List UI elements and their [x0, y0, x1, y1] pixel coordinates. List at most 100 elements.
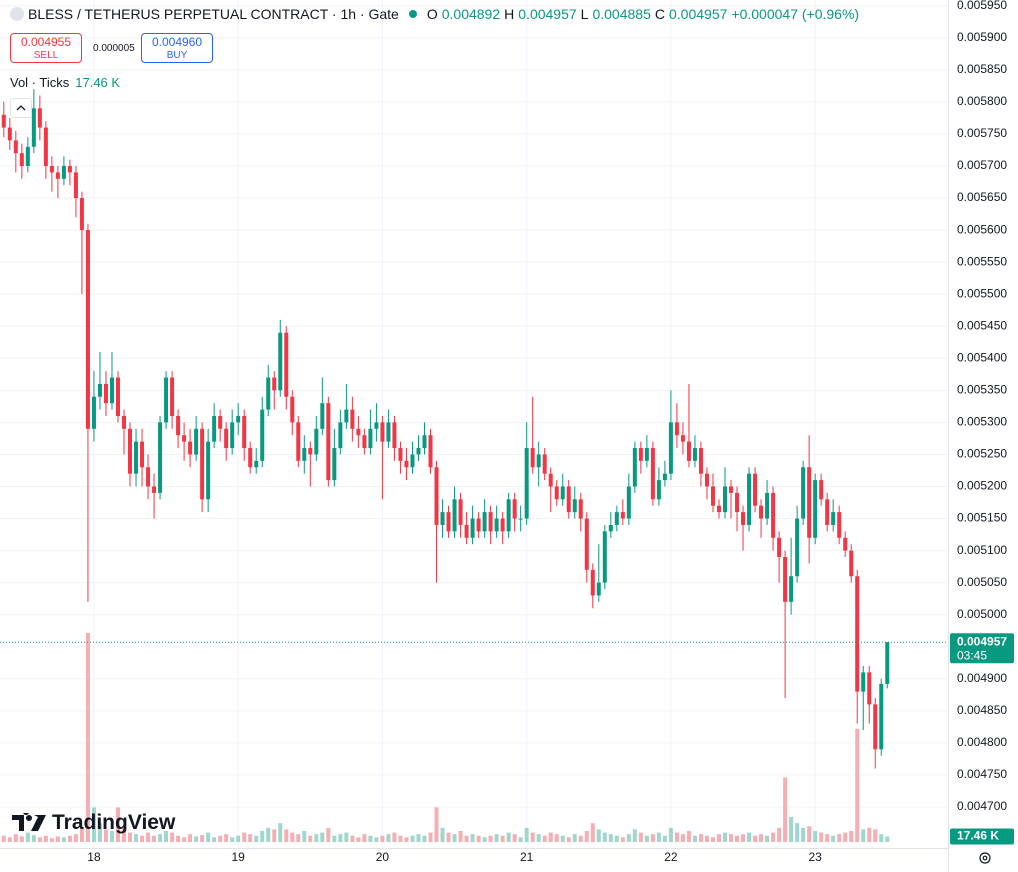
volume-bar: [572, 834, 577, 842]
y-tick-label: 0.005650: [957, 190, 1007, 204]
volume-bar: [614, 835, 619, 842]
volume-bar: [170, 832, 175, 842]
volume-bar: [566, 837, 571, 842]
volume-bar: [152, 835, 157, 842]
volume-bar: [626, 834, 631, 842]
candle-body: [146, 467, 151, 487]
volume-bar: [374, 837, 379, 842]
volume-bar: [85, 633, 90, 842]
candle-body: [218, 415, 223, 429]
sell-button[interactable]: 0.004955 SELL: [10, 33, 82, 63]
volume-bar: [500, 835, 505, 842]
candle-body: [416, 448, 421, 455]
volume-bar: [97, 823, 102, 842]
candle-body: [344, 409, 349, 423]
symbol-icon: [10, 7, 24, 21]
volume-bar: [55, 836, 60, 842]
high-value: 0.004957: [518, 6, 577, 22]
volume-bar: [37, 837, 42, 842]
candle-body: [61, 166, 66, 179]
volume-bar: [476, 835, 481, 842]
candle-body: [614, 512, 619, 525]
brand-text: TradingView: [52, 811, 176, 834]
candle-body: [67, 166, 72, 173]
candle-body: [356, 428, 361, 436]
volume-bar: [716, 834, 721, 842]
candle-body: [284, 332, 289, 397]
candle-body: [134, 441, 139, 474]
volume-bar: [464, 835, 469, 842]
symbol-title[interactable]: BLESS / TETHERUS PERPETUAL CONTRACT · 1h…: [28, 6, 399, 22]
volume-bar: [410, 835, 415, 842]
volume-bar: [188, 834, 193, 842]
price-axis-bg: [948, 0, 1018, 872]
volume-bar: [19, 836, 24, 842]
candle-body: [795, 518, 800, 577]
volume-bar: [302, 831, 307, 842]
volume-bar: [807, 826, 812, 842]
candle-body: [506, 499, 511, 532]
volume-bar: [109, 831, 114, 842]
candle-body: [368, 428, 373, 449]
candle-body: [404, 460, 409, 468]
volume-bar: [254, 835, 259, 842]
candle-body: [170, 377, 175, 416]
volume-bar: [25, 832, 30, 842]
low-value: 0.004885: [592, 6, 651, 22]
candle-body: [831, 512, 836, 525]
candle-body: [753, 473, 758, 506]
volume-bar: [446, 832, 451, 842]
volume-bar: [735, 835, 740, 842]
candle-body: [710, 486, 715, 506]
candle-body: [729, 486, 734, 493]
y-tick-label: 0.005900: [957, 30, 1007, 44]
volume-bar: [7, 837, 12, 842]
volume-bar: [67, 835, 72, 842]
candle-body: [765, 492, 770, 519]
x-tick-label: 22: [664, 850, 678, 864]
candle-body: [278, 332, 283, 391]
volume-bar: [644, 835, 649, 842]
y-tick-label: 0.005000: [957, 607, 1007, 621]
candle-body: [338, 422, 343, 449]
settings-button[interactable]: [979, 852, 991, 864]
volume-bar: [350, 835, 355, 842]
volume-bar: [230, 837, 235, 842]
candle-body: [789, 576, 794, 602]
volume-bar: [308, 835, 313, 842]
volume-bar: [362, 834, 367, 842]
candle-body: [783, 557, 788, 602]
sell-label: SELL: [33, 50, 59, 61]
volume-bar: [43, 835, 48, 842]
volume-bar: [873, 829, 878, 842]
candle-body: [656, 480, 661, 500]
volume-bar: [632, 829, 637, 842]
volume-bar: [164, 831, 169, 842]
collapse-button[interactable]: [10, 98, 32, 118]
volume-bar: [398, 835, 403, 842]
high-label: H: [504, 6, 515, 22]
volume-bar: [140, 835, 145, 842]
candle-body: [668, 422, 673, 474]
y-tick-label: 0.005200: [957, 479, 1007, 493]
candle-body: [302, 448, 307, 461]
volume-bar: [386, 834, 391, 842]
buy-button[interactable]: 0.004960 BUY: [141, 33, 213, 63]
volume-bar: [831, 835, 836, 842]
candle-body: [801, 467, 806, 519]
volume-bar: [777, 827, 782, 842]
candle-body: [680, 435, 685, 442]
last-price-label: 0.004957: [957, 634, 1007, 648]
x-tick-label: 23: [808, 850, 822, 864]
y-tick-label: 0.004900: [957, 671, 1007, 685]
volume-bar: [296, 834, 301, 842]
candle-body: [626, 486, 631, 519]
legend-header: BLESS / TETHERUS PERPETUAL CONTRACT · 1h…: [10, 6, 859, 22]
candle-body: [849, 550, 854, 577]
volume-bar: [13, 834, 18, 842]
candle-body: [248, 448, 253, 468]
volume-bar: [103, 829, 108, 842]
volume-bar: [542, 835, 547, 842]
volume-bar: [710, 837, 715, 842]
candle-body: [380, 422, 385, 442]
